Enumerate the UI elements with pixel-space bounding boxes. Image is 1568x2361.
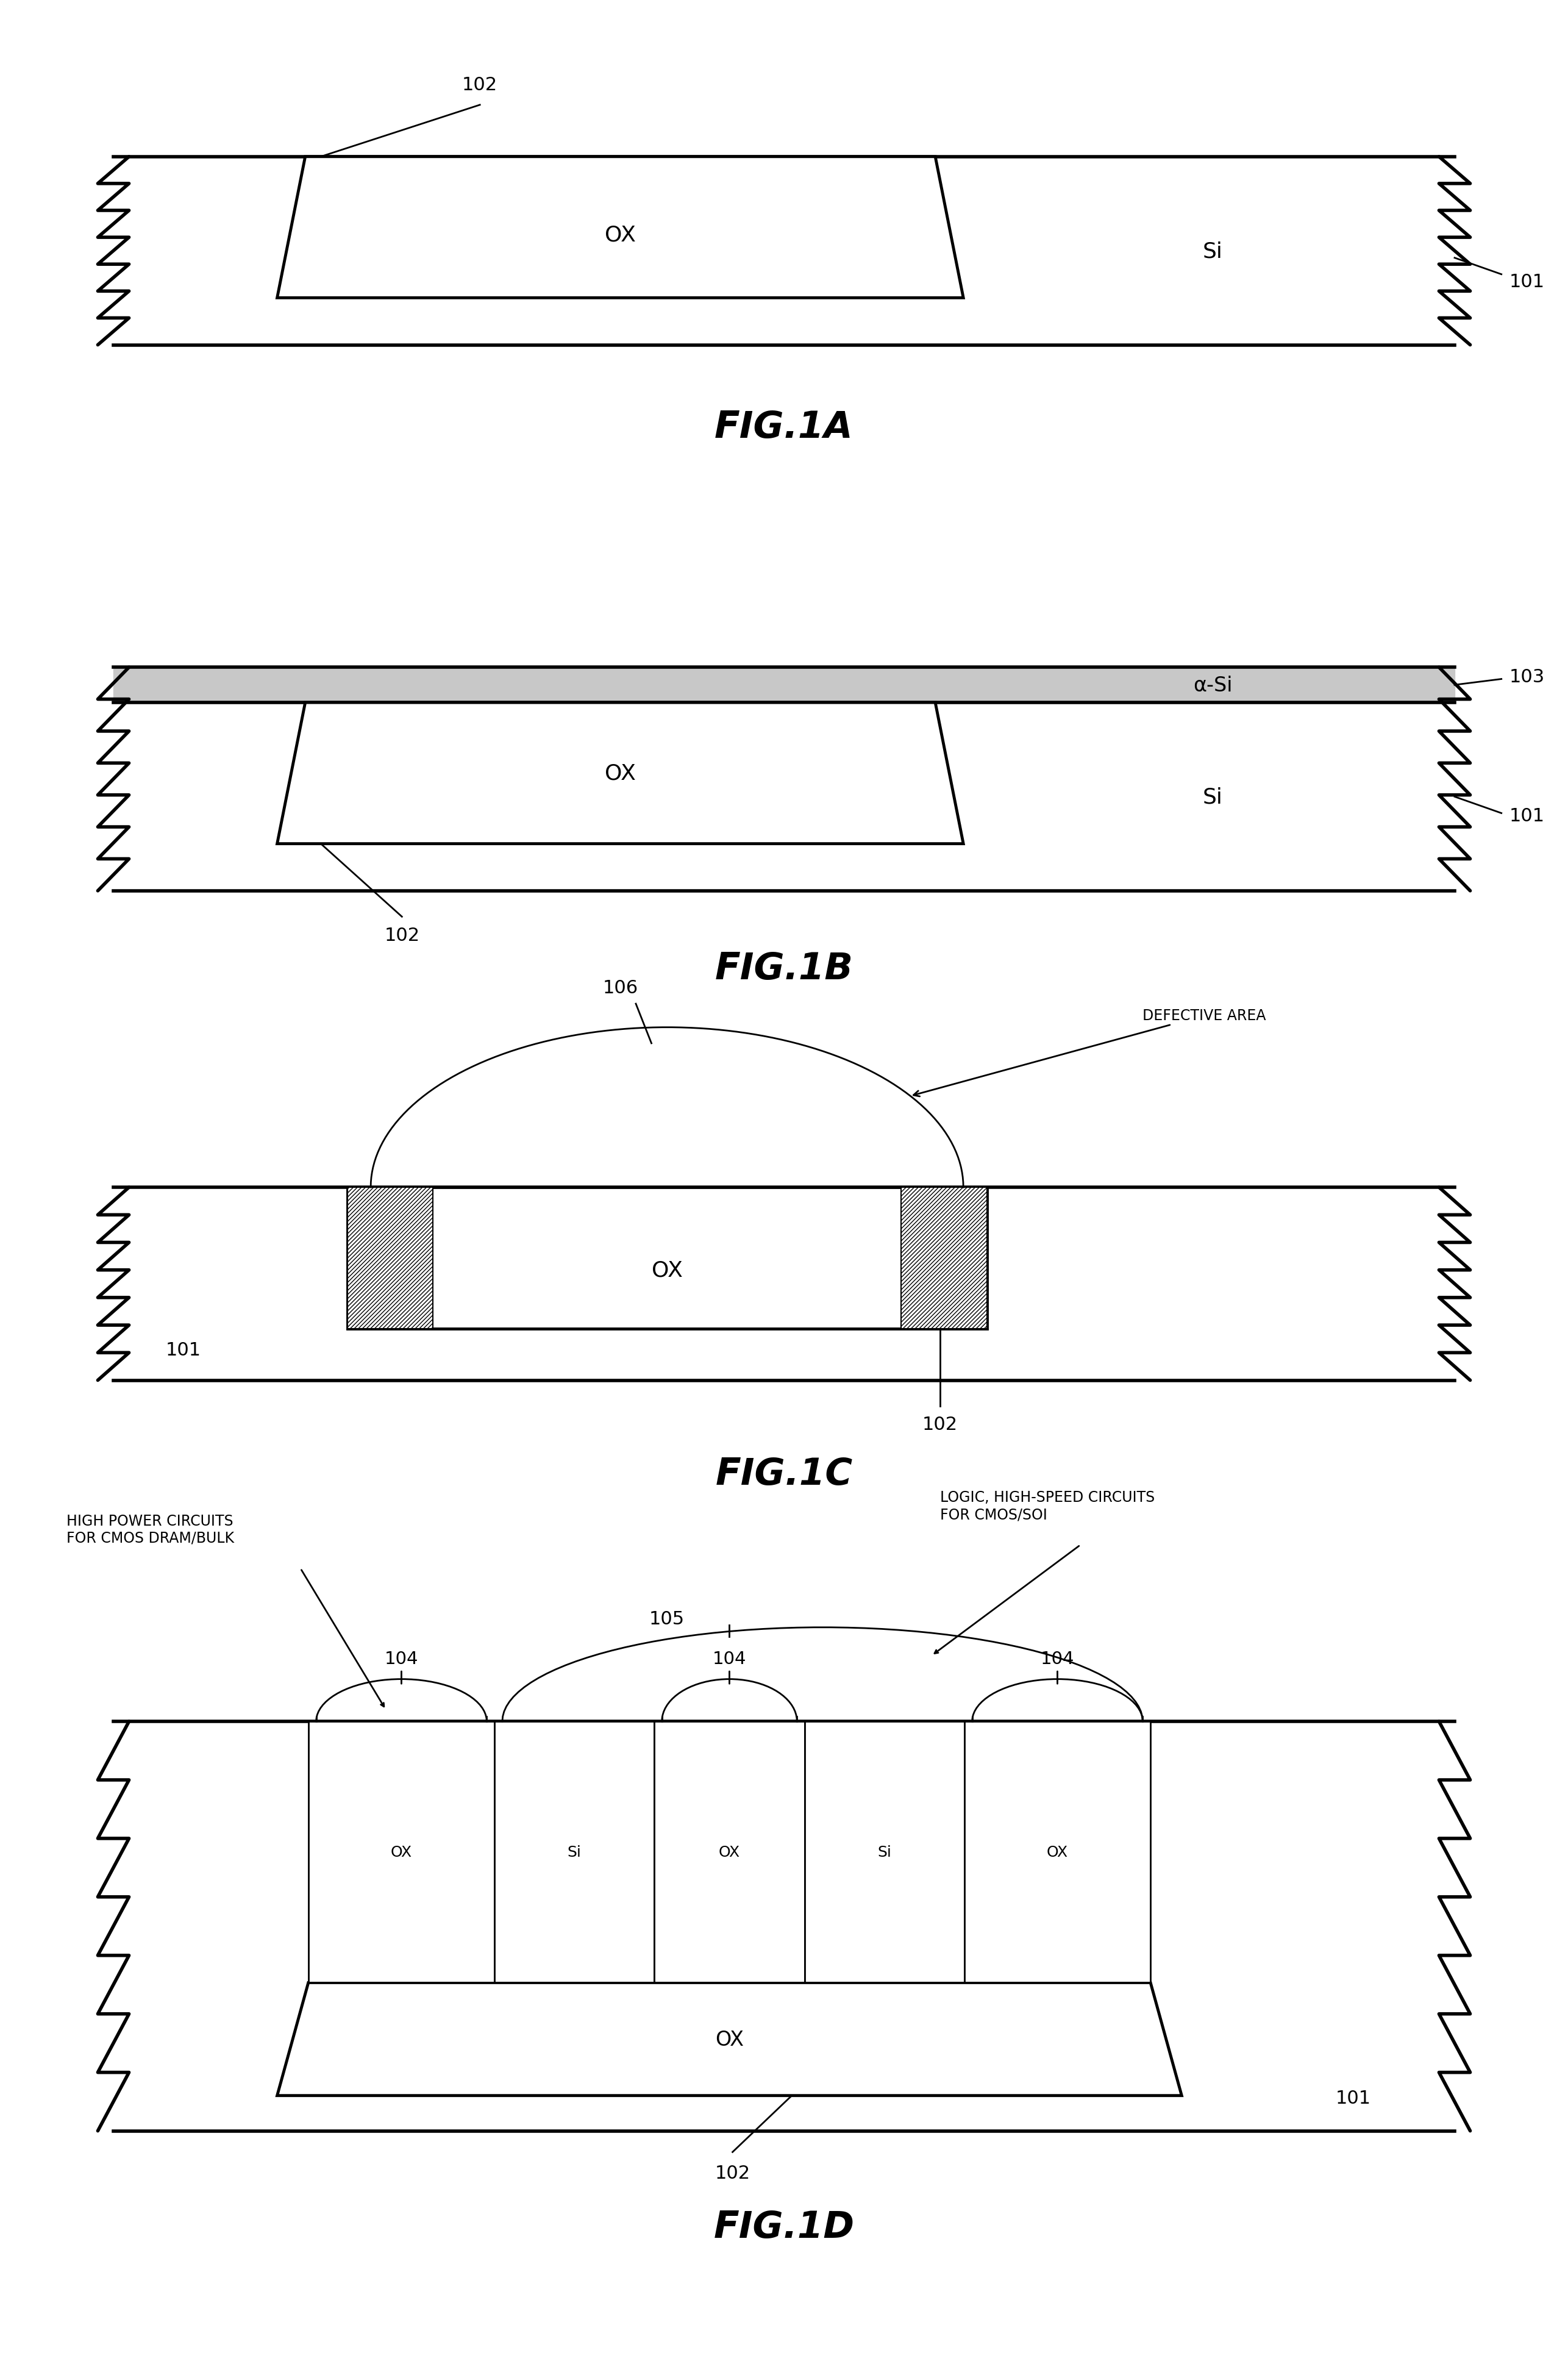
Text: 104: 104	[1041, 1650, 1074, 1667]
Text: HIGH POWER CIRCUITS
FOR CMOS DRAM/BULK: HIGH POWER CIRCUITS FOR CMOS DRAM/BULK	[66, 1513, 234, 1544]
Text: OX: OX	[390, 1844, 412, 1860]
Text: FIG.1B: FIG.1B	[715, 951, 853, 987]
Bar	[902, 1188, 986, 1329]
Text: 102: 102	[463, 76, 497, 94]
Text: 103: 103	[1508, 668, 1544, 687]
Polygon shape	[278, 158, 963, 297]
Text: α-Si: α-Si	[1193, 675, 1232, 696]
Text: Si: Si	[1203, 241, 1223, 262]
Text: FIG.1D: FIG.1D	[713, 2210, 855, 2245]
Text: OX: OX	[605, 224, 635, 246]
Text: 106: 106	[602, 980, 638, 996]
Polygon shape	[278, 704, 963, 845]
Bar	[654, 1721, 804, 1983]
Text: 104: 104	[712, 1650, 746, 1667]
Text: Si: Si	[1203, 786, 1223, 807]
Text: DEFECTIVE AREA: DEFECTIVE AREA	[914, 1008, 1265, 1098]
Text: 102: 102	[922, 1417, 958, 1433]
Bar	[804, 1721, 964, 1983]
Text: FIG.1C: FIG.1C	[715, 1457, 853, 1492]
Text: OX: OX	[652, 1258, 682, 1280]
Text: OX: OX	[605, 763, 635, 784]
Bar	[348, 1188, 433, 1329]
Text: OX: OX	[1047, 1844, 1068, 1860]
Polygon shape	[278, 1983, 1182, 2097]
Text: 104: 104	[384, 1650, 419, 1667]
Text: LOGIC, HIGH-SPEED CIRCUITS
FOR CMOS/SOI: LOGIC, HIGH-SPEED CIRCUITS FOR CMOS/SOI	[939, 1490, 1154, 1520]
Text: 101: 101	[166, 1341, 201, 1358]
Bar	[494, 1721, 654, 1983]
Text: 102: 102	[384, 926, 420, 944]
Polygon shape	[348, 1188, 986, 1329]
Text: 101: 101	[1336, 2089, 1370, 2106]
Text: 105: 105	[649, 1610, 685, 1627]
Bar	[309, 1721, 494, 1983]
Text: 101: 101	[1508, 274, 1544, 290]
Text: OX: OX	[715, 2028, 743, 2049]
Bar	[964, 1721, 1151, 1983]
Text: Si: Si	[878, 1844, 892, 1860]
Text: OX: OX	[718, 1844, 740, 1860]
Text: Si: Si	[568, 1844, 582, 1860]
Text: FIG.1A: FIG.1A	[715, 411, 853, 446]
Text: 102: 102	[715, 2165, 750, 2182]
Text: 101: 101	[1508, 807, 1544, 824]
